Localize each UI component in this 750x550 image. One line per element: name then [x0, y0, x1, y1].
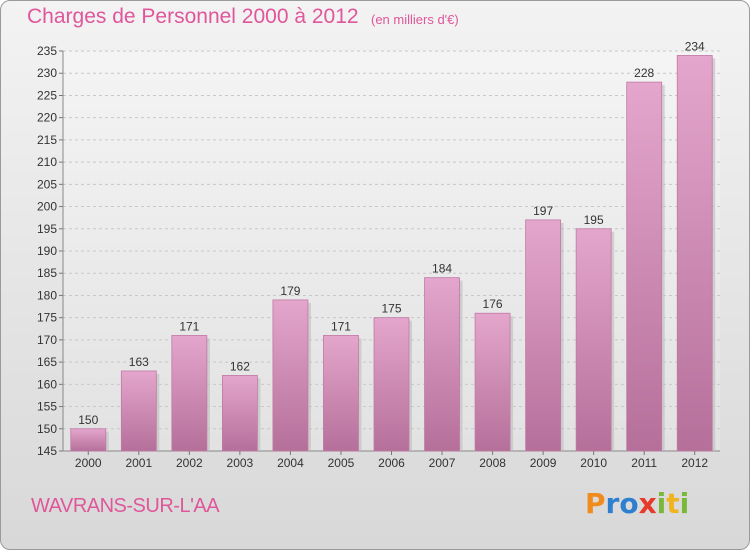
y-tick-label: 210 — [37, 155, 57, 169]
bar — [323, 335, 359, 452]
x-tick-label: 2002 — [176, 456, 203, 470]
y-tick-label: 200 — [37, 200, 57, 214]
bar — [676, 55, 713, 452]
y-tick-label: 155 — [37, 400, 57, 414]
bar — [171, 335, 208, 452]
value-label: 162 — [230, 359, 250, 373]
value-label: 176 — [483, 297, 503, 311]
bar — [373, 317, 410, 452]
x-tick-label: 2005 — [328, 456, 355, 470]
bar — [221, 375, 258, 452]
y-tick-label: 235 — [37, 44, 57, 58]
value-label: 150 — [78, 413, 98, 427]
bar — [120, 370, 157, 452]
logo-letter: P — [585, 487, 606, 520]
chart-subtitle: (en milliers d'€) — [371, 12, 459, 27]
y-tick-label: 165 — [37, 355, 57, 369]
logo-letter: x — [638, 487, 657, 520]
x-tick-label: 2003 — [227, 456, 254, 470]
y-tick-label: 150 — [37, 422, 57, 436]
value-label: 195 — [584, 213, 604, 227]
bar — [575, 228, 612, 452]
x-tick-label: 2009 — [530, 456, 557, 470]
x-tick-label: 2012 — [681, 456, 708, 470]
y-tick-label: 160 — [37, 377, 57, 391]
value-label: 171 — [179, 319, 199, 333]
value-label: 197 — [533, 204, 553, 218]
x-tick-label: 2007 — [429, 456, 456, 470]
y-tick-label: 230 — [37, 66, 57, 80]
bar — [474, 312, 511, 452]
y-tick-label: 205 — [37, 177, 57, 191]
y-tick-label: 190 — [37, 244, 57, 258]
bar — [626, 81, 663, 452]
bar — [525, 219, 562, 452]
x-tick-label: 2010 — [580, 456, 607, 470]
y-tick-label: 170 — [37, 333, 57, 347]
y-tick-label: 175 — [37, 311, 57, 325]
y-tick-label: 145 — [37, 444, 57, 458]
y-tick-label: 220 — [37, 111, 57, 125]
y-tick-label: 195 — [37, 222, 57, 236]
proxiti-logo[interactable]: Proxiti — [585, 487, 689, 520]
value-label: 234 — [685, 39, 705, 53]
logo-letter: o — [619, 487, 639, 520]
x-tick-label: 2004 — [277, 456, 304, 470]
logo-letter: i — [679, 487, 690, 520]
chart-title: Charges de Personnel 2000 à 2012 — [27, 5, 359, 28]
x-tick-label: 2008 — [479, 456, 506, 470]
value-label: 179 — [280, 284, 300, 298]
value-label: 163 — [129, 355, 149, 369]
logo-letter: r — [605, 487, 620, 520]
y-tick-label: 180 — [37, 288, 57, 302]
bar — [70, 428, 107, 452]
y-tick-label: 185 — [37, 266, 57, 280]
x-tick-label: 2011 — [631, 456, 657, 470]
bar — [272, 299, 309, 452]
value-label: 228 — [634, 66, 654, 80]
value-label: 184 — [432, 262, 452, 276]
value-label: 171 — [331, 319, 351, 333]
value-label: 175 — [381, 302, 401, 316]
x-tick-label: 2000 — [75, 456, 102, 470]
x-tick-label: 2006 — [378, 456, 405, 470]
commune-name: WAVRANS-SUR-L'AA — [31, 495, 220, 517]
bar — [424, 277, 460, 452]
y-tick-label: 225 — [37, 88, 57, 102]
logo-letter: i — [656, 487, 667, 520]
y-tick-label: 215 — [37, 133, 57, 147]
x-tick-label: 2001 — [125, 456, 152, 470]
logo-letter: t — [666, 487, 680, 520]
